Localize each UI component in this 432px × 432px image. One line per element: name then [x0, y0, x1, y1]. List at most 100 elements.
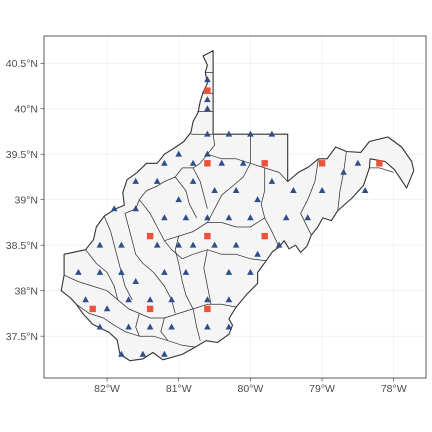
triangle-marker: [247, 214, 254, 221]
triangle-marker: [354, 159, 362, 166]
triangle-marker: [153, 241, 161, 248]
y-tick-label: 39°N: [15, 194, 38, 206]
triangle-marker: [211, 241, 218, 248]
county-boundary: [203, 249, 212, 305]
triangle-marker: [96, 323, 104, 330]
triangle-marker: [146, 323, 154, 330]
triangle-marker: [225, 214, 233, 221]
triangle-marker: [139, 350, 147, 357]
triangle-marker: [175, 241, 182, 248]
square-marker: [204, 87, 211, 94]
square-marker: [146, 305, 154, 313]
triangle-marker: [204, 214, 211, 221]
square-marker: [204, 305, 211, 313]
triangle-marker: [118, 268, 125, 275]
triangle-marker: [153, 177, 161, 184]
state-outline: [60, 50, 415, 362]
triangle-marker: [75, 268, 82, 275]
square-marker: [89, 305, 96, 313]
county-boundary: [135, 313, 140, 337]
triangle-marker: [247, 130, 254, 137]
triangle-marker: [161, 159, 168, 166]
triangle-marker: [204, 96, 211, 103]
triangle-marker: [204, 76, 211, 83]
site-markers: [75, 76, 383, 357]
triangle-marker: [168, 296, 175, 303]
county-boundary: [207, 163, 251, 223]
triangle-marker: [161, 350, 168, 357]
y-tick-label: 40°N: [15, 103, 38, 115]
triangle-marker: [340, 168, 347, 175]
triangle-marker: [118, 241, 125, 248]
triangle-marker: [118, 350, 125, 357]
triangle-marker: [103, 305, 111, 312]
county-boundary: [192, 167, 208, 209]
county-boundary: [103, 215, 133, 300]
triangle-marker: [218, 159, 225, 166]
y-tick-label: 39.5°N: [6, 149, 38, 161]
county-boundary: [124, 213, 154, 273]
triangle-marker: [361, 187, 369, 193]
county-boundary: [160, 317, 169, 341]
county-boundary: [192, 308, 201, 341]
triangle-marker: [225, 268, 233, 275]
triangle-marker: [204, 323, 211, 330]
x-tick-label: 80°W: [238, 383, 264, 395]
triangle-marker: [189, 241, 197, 248]
triangle-marker: [225, 130, 233, 137]
triangle-marker: [110, 205, 118, 212]
map-polygons: [60, 50, 415, 362]
triangle-marker: [182, 268, 190, 275]
square-marker: [146, 232, 154, 240]
y-tick-label: 38°N: [15, 285, 38, 297]
y-tick-label: 37.5°N: [6, 331, 38, 343]
triangle-marker: [225, 296, 233, 303]
triangle-marker: [282, 214, 290, 221]
county-boundary: [76, 303, 196, 348]
triangle-marker: [204, 150, 211, 157]
square-marker: [204, 160, 211, 167]
triangle-marker: [304, 214, 311, 221]
triangle-marker: [82, 296, 89, 303]
square-marker: [376, 160, 383, 167]
triangle-marker: [132, 177, 139, 184]
triangle-marker: [290, 187, 297, 193]
triangle-marker: [161, 214, 168, 221]
square-marker: [204, 232, 211, 240]
county-boundary: [174, 176, 198, 219]
triangle-marker: [268, 130, 276, 137]
triangle-marker: [204, 105, 211, 112]
triangle-marker: [318, 187, 326, 193]
square-marker: [318, 160, 326, 167]
triangle-marker: [175, 150, 182, 157]
triangle-marker: [225, 323, 233, 330]
panel-border: [43, 35, 427, 379]
triangle-marker: [96, 268, 104, 275]
county-boundary: [63, 274, 119, 301]
triangle-marker: [247, 268, 254, 275]
county-boundary: [85, 249, 119, 300]
triangle-marker: [125, 296, 132, 303]
triangle-marker: [132, 205, 139, 212]
triangle-marker: [275, 241, 283, 248]
county-boundary: [260, 167, 280, 248]
x-tick-label: 81°W: [166, 383, 192, 395]
county-boundary: [153, 272, 176, 314]
x-tick-label: 79°W: [309, 383, 335, 395]
triangle-marker: [204, 296, 211, 303]
triangle-marker: [232, 241, 240, 248]
triangle-marker: [189, 159, 197, 166]
y-tick-label: 40.5°N: [6, 58, 38, 70]
x-tick-label: 78°W: [381, 383, 407, 395]
x-tick-label: 82°W: [94, 383, 120, 395]
y-tick-label: 38.5°N: [6, 240, 38, 252]
triangle-marker: [189, 177, 197, 184]
axes: 82°W 81°W 80°W 79°W 78°W 37.5°N 38°N 38.5°N 39°N…: [6, 58, 407, 395]
county-boundary: [337, 151, 347, 211]
triangle-marker: [146, 296, 154, 303]
triangle-marker: [125, 323, 132, 330]
county-boundary: [182, 249, 267, 262]
triangle-marker: [254, 250, 261, 257]
triangle-marker: [182, 214, 190, 221]
